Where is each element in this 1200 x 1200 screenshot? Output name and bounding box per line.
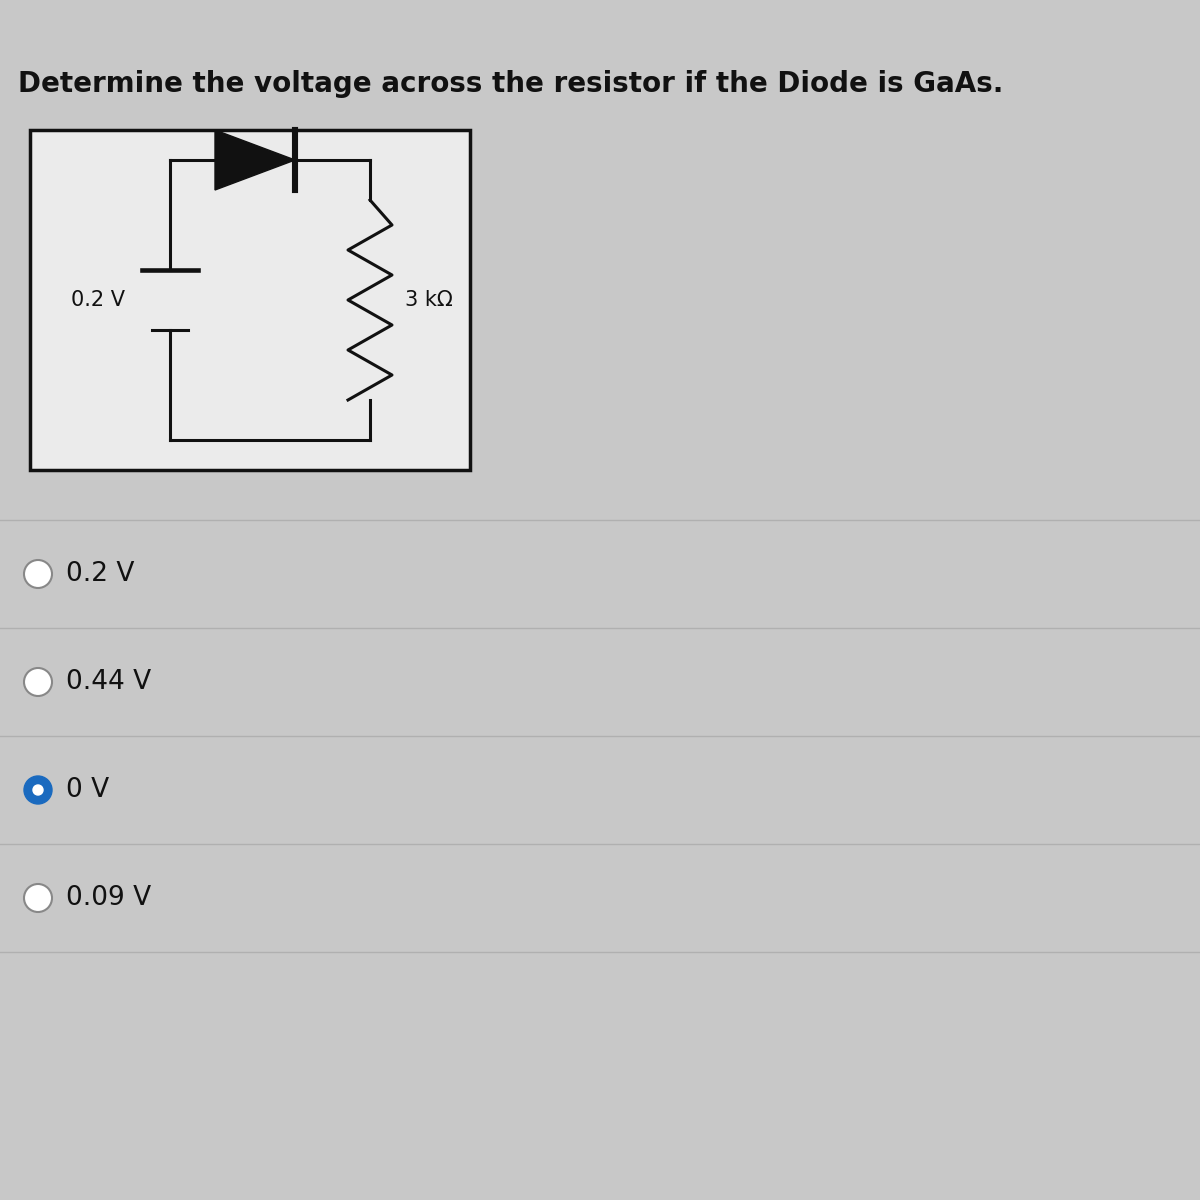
Circle shape	[24, 668, 52, 696]
Circle shape	[24, 884, 52, 912]
Circle shape	[34, 785, 43, 794]
Polygon shape	[215, 130, 295, 190]
Circle shape	[24, 560, 52, 588]
Text: Determine the voltage across the resistor if the Diode is GaAs.: Determine the voltage across the resisto…	[18, 70, 1003, 98]
Text: 0 V: 0 V	[66, 778, 109, 803]
Text: 3 kΩ: 3 kΩ	[406, 290, 452, 310]
Text: 0.2 V: 0.2 V	[66, 560, 134, 587]
Bar	[30, 130, 470, 470]
Text: 0.2 V: 0.2 V	[71, 290, 125, 310]
Circle shape	[24, 776, 52, 804]
Text: 0.44 V: 0.44 V	[66, 670, 151, 695]
Text: 0.09 V: 0.09 V	[66, 886, 151, 911]
